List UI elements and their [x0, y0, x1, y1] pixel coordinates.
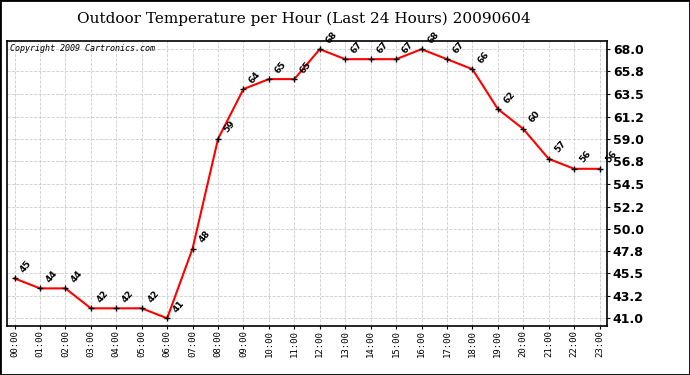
Text: 57: 57	[553, 139, 568, 154]
Text: 44: 44	[44, 268, 59, 284]
Text: 68: 68	[324, 30, 339, 45]
Text: 41: 41	[171, 298, 186, 314]
Text: 59: 59	[222, 119, 237, 135]
Text: 56: 56	[578, 149, 593, 165]
Text: 48: 48	[197, 229, 212, 244]
Text: 56: 56	[604, 149, 619, 165]
Text: Outdoor Temperature per Hour (Last 24 Hours) 20090604: Outdoor Temperature per Hour (Last 24 Ho…	[77, 11, 531, 26]
Text: 44: 44	[70, 268, 85, 284]
Text: 42: 42	[146, 289, 161, 304]
Text: 45: 45	[19, 259, 34, 274]
Text: 67: 67	[375, 40, 390, 55]
Text: 42: 42	[95, 289, 110, 304]
Text: 66: 66	[477, 50, 491, 65]
Text: 62: 62	[502, 90, 517, 105]
Text: 65: 65	[299, 60, 313, 75]
Text: 68: 68	[426, 30, 441, 45]
Text: 65: 65	[273, 60, 288, 75]
Text: Copyright 2009 Cartronics.com: Copyright 2009 Cartronics.com	[10, 44, 155, 53]
Text: 64: 64	[248, 69, 263, 85]
Text: 60: 60	[527, 110, 542, 125]
Text: 67: 67	[400, 40, 415, 55]
Text: 42: 42	[121, 289, 135, 304]
Text: 67: 67	[451, 40, 466, 55]
Text: 67: 67	[349, 40, 364, 55]
